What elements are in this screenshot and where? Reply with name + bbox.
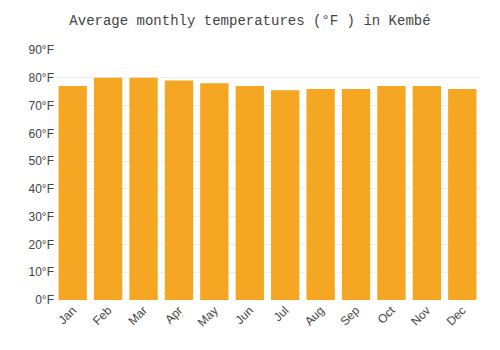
svg-text:30°F: 30°F xyxy=(29,210,54,224)
svg-text:Feb: Feb xyxy=(90,303,115,328)
svg-text:Nov: Nov xyxy=(408,303,433,328)
svg-text:60°F: 60°F xyxy=(29,127,54,141)
svg-text:0°F: 0°F xyxy=(35,293,54,307)
svg-text:Oct: Oct xyxy=(375,303,399,327)
svg-text:Aug: Aug xyxy=(302,303,327,328)
svg-text:Sep: Sep xyxy=(337,303,362,328)
svg-text:Jan: Jan xyxy=(55,303,79,327)
svg-text:Mar: Mar xyxy=(125,303,150,328)
svg-text:Jun: Jun xyxy=(233,303,257,327)
svg-text:10°F: 10°F xyxy=(29,265,54,279)
svg-text:May: May xyxy=(195,303,221,329)
svg-text:Jul: Jul xyxy=(271,303,292,324)
svg-text:90°F: 90°F xyxy=(29,43,54,57)
svg-text:Average monthly temperatures (: Average monthly temperatures (°F ) in Ke… xyxy=(69,13,430,29)
svg-text:70°F: 70°F xyxy=(29,99,54,113)
svg-text:80°F: 80°F xyxy=(29,71,54,85)
svg-text:Dec: Dec xyxy=(444,303,469,328)
svg-text:50°F: 50°F xyxy=(29,154,54,168)
svg-text:40°F: 40°F xyxy=(29,182,54,196)
svg-text:20°F: 20°F xyxy=(29,238,54,252)
svg-text:Apr: Apr xyxy=(162,303,185,326)
